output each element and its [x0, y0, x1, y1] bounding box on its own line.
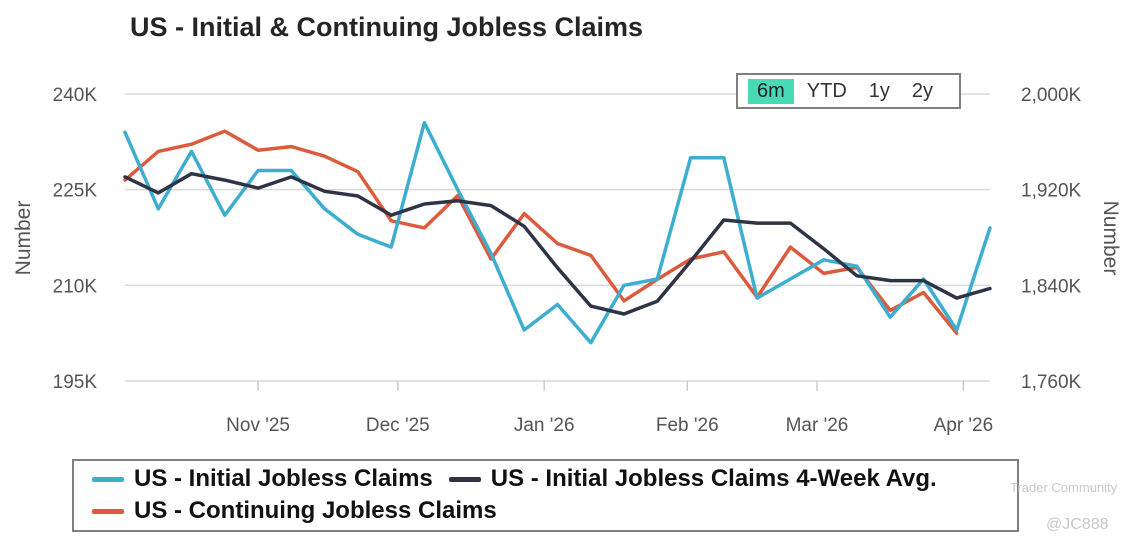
range-2y-button[interactable]: 2y — [911, 79, 934, 102]
legend-swatch-avg — [448, 476, 481, 482]
legend-item-4week-avg[interactable]: US - Initial Jobless Claims 4-Week Avg. — [448, 465, 937, 493]
y-left-tick-label: 240K — [53, 85, 98, 106]
legend-label-avg: US - Initial Jobless Claims 4-Week Avg. — [490, 465, 937, 492]
range-1y-button[interactable]: 1y — [868, 79, 890, 102]
y-left-tick-label: 195K — [53, 372, 98, 393]
watermark-community: Trader Community — [1010, 480, 1118, 495]
x-tick-label: Mar '26 — [786, 415, 849, 436]
x-tick-label: Nov '25 — [226, 415, 290, 436]
watermark-handle: @JC888 — [1046, 516, 1109, 533]
y-right-tick-label: 1,920K — [1021, 181, 1082, 202]
legend-label-continuing: US - Continuing Jobless Claims — [134, 497, 497, 524]
chart-plot: 195K 210K 225K 240K 1,760K 1,840K 1,920K 2,000K… — [12, 85, 1122, 436]
y-left-axis-title: Number — [12, 201, 35, 276]
x-tick-label: Jan '26 — [514, 415, 575, 436]
series-line-initial-claims-4week-avg — [123, 171, 992, 316]
y-right-tick-label: 1,840K — [1021, 276, 1082, 297]
y-left-tick-label: 225K — [53, 181, 98, 202]
y-right-tick-label: 2,000K — [1021, 85, 1082, 106]
range-6m-button[interactable]: 6m — [748, 78, 794, 104]
y-right-axis-title: Number — [1099, 201, 1122, 276]
x-tick-label: Apr '26 — [934, 415, 994, 436]
range-selector: 6m YTD 1y 2y — [736, 73, 961, 109]
legend-label-initial: US - Initial Jobless Claims — [134, 465, 433, 492]
y-right-tick-label: 1,760K — [1021, 372, 1082, 393]
x-tick-label: Feb '26 — [656, 415, 719, 436]
legend-row: US - Continuing Jobless Claims — [92, 495, 1017, 527]
legend-swatch-continuing — [92, 508, 124, 514]
x-tick-label: Dec '25 — [366, 415, 430, 436]
legend-row: US - Initial Jobless Claims US - Initial… — [92, 463, 1017, 495]
range-ytd-button[interactable]: YTD — [806, 79, 847, 102]
y-left-tick-label: 210K — [53, 276, 98, 297]
legend-swatch-initial — [92, 476, 124, 482]
series-line-initial-claims — [123, 120, 992, 345]
legend-item-continuing-claims[interactable]: US - Continuing Jobless Claims — [92, 497, 497, 525]
chart-title: US - Initial & Continuing Jobless Claims — [130, 12, 644, 42]
legend-item-initial-claims[interactable]: US - Initial Jobless Claims — [92, 465, 433, 493]
chart-legend: US - Initial Jobless Claims US - Initial… — [72, 459, 1019, 532]
series-line-continuing-claims — [123, 129, 959, 335]
